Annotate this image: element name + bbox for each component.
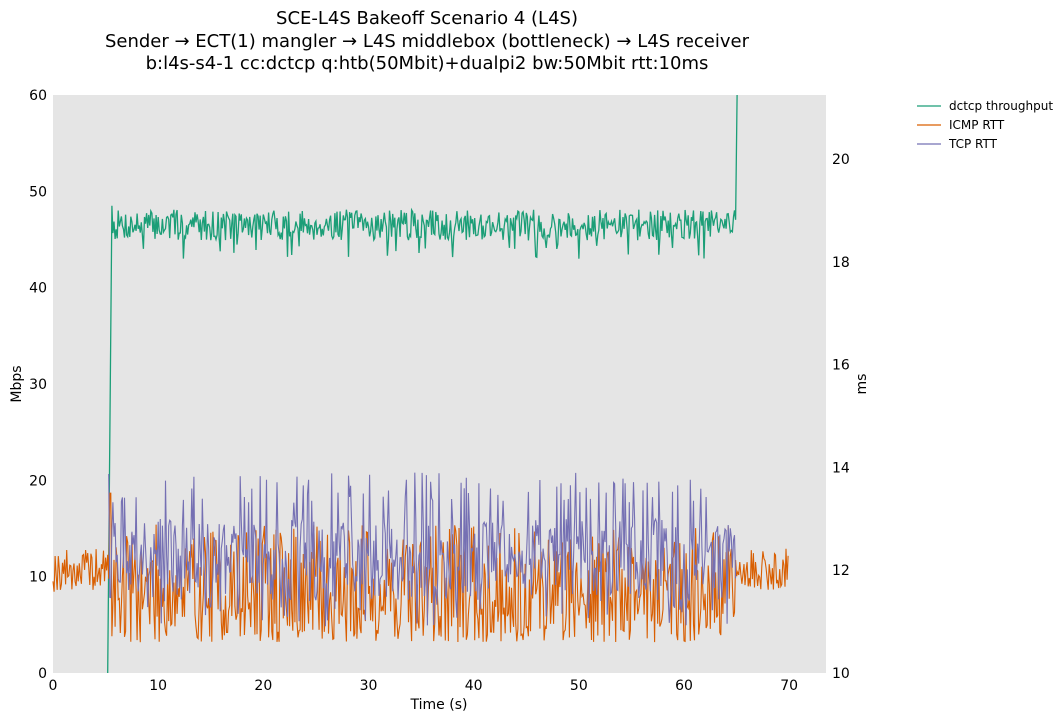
x-tick-label: 60 — [675, 678, 693, 694]
y-left-tick-label: 30 — [29, 377, 47, 393]
y-left-tick-label: 50 — [29, 184, 47, 200]
y-axis-left-label: Mbps — [9, 365, 25, 402]
y-axis-right: 10 12 14 16 18 20 — [832, 152, 850, 682]
legend-label-tcp-rtt: TCP RTT — [948, 137, 998, 151]
legend-label-dctcp-throughput: dctcp throughput — [949, 99, 1053, 113]
title-line-2: Sender → ECT(1) mangler → L4S middlebox … — [105, 31, 750, 52]
x-tick-label: 70 — [780, 678, 798, 694]
x-tick-label: 30 — [360, 678, 378, 694]
y-right-tick-label: 16 — [832, 358, 850, 374]
y-left-tick-label: 40 — [29, 281, 47, 297]
x-tick-label: 10 — [149, 678, 167, 694]
x-tick-label: 20 — [254, 678, 272, 694]
x-axis: 0 10 20 30 40 50 60 70 — [49, 678, 799, 694]
y-left-tick-label: 20 — [29, 473, 47, 489]
y-right-tick-label: 18 — [832, 255, 850, 271]
y-left-tick-label: 10 — [29, 570, 47, 586]
x-tick-label: 50 — [570, 678, 588, 694]
legend-label-icmp-rtt: ICMP RTT — [949, 118, 1005, 132]
series-line-dctcp-throughput — [107, 94, 738, 674]
y-right-tick-label: 12 — [832, 563, 850, 579]
chart-title: SCE-L4S Bakeoff Scenario 4 (L4S) Sender … — [105, 8, 750, 74]
series-line-icmp-rtt — [52, 492, 789, 643]
y-left-tick-label: 60 — [29, 88, 47, 104]
series-layer — [52, 94, 789, 674]
x-tick-label: 40 — [465, 678, 483, 694]
y-right-tick-label: 10 — [832, 666, 850, 682]
legend: dctcp throughput ICMP RTT TCP RTT — [917, 99, 1053, 151]
y-right-tick-label: 20 — [832, 152, 850, 168]
title-line-1: SCE-L4S Bakeoff Scenario 4 (L4S) — [276, 8, 578, 29]
y-axis-right-label: ms — [854, 374, 870, 395]
y-right-tick-label: 14 — [832, 460, 850, 476]
x-tick-label: 0 — [49, 678, 58, 694]
y-left-tick-label: 0 — [38, 666, 47, 682]
series-line-tcp-rtt — [108, 472, 737, 627]
y-axis-left: 0 10 20 30 40 50 60 — [29, 88, 47, 682]
title-line-3: b:l4s-s4-1 cc:dctcp q:htb(50Mbit)+dualpi… — [146, 53, 709, 74]
x-axis-label: Time (s) — [410, 697, 468, 713]
